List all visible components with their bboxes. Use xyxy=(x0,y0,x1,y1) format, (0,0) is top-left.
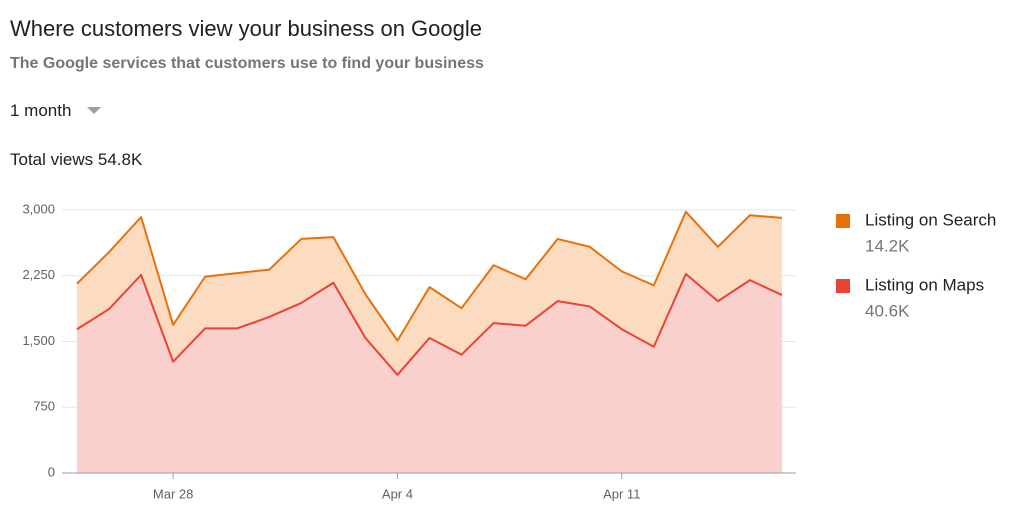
x-tick-label: Mar 28 xyxy=(153,486,193,501)
legend-swatch xyxy=(836,214,850,228)
period-dropdown[interactable]: 1 month xyxy=(10,101,102,121)
y-tick-label: 2,250 xyxy=(22,267,55,282)
y-tick-label: 1,500 xyxy=(22,333,55,348)
series-line xyxy=(76,272,783,376)
y-tick-label: 3,000 xyxy=(22,201,55,216)
legend-name: Listing on Maps xyxy=(865,275,984,294)
chart-subtitle: The Google services that customers use t… xyxy=(10,55,484,72)
legend-total: 14.2K xyxy=(865,236,910,255)
series-line xyxy=(76,210,783,342)
legend-name: Listing on Search xyxy=(865,210,996,229)
x-tick-label: Apr 4 xyxy=(382,486,413,501)
dropdown-arrow xyxy=(87,107,102,114)
area-fill xyxy=(77,211,782,375)
legend-swatch xyxy=(836,279,850,293)
x-tick-label: Apr 11 xyxy=(603,486,640,501)
legend-total: 40.6K xyxy=(865,301,910,320)
y-tick-label: 0 xyxy=(48,464,55,479)
area-fill xyxy=(77,273,782,473)
total-views: Total views 54.8K xyxy=(10,150,143,169)
period-label: 1 month xyxy=(10,101,72,120)
y-tick-label: 750 xyxy=(33,399,55,414)
chart-title: Where customers view your business on Go… xyxy=(10,16,482,41)
